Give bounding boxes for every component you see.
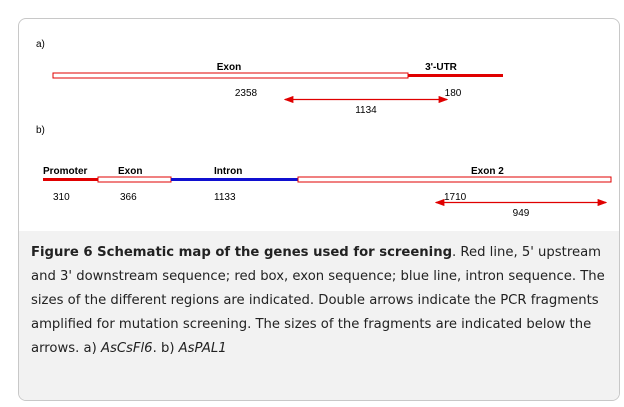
caption-text: . Red line, 5' upstream and 3' downstrea… — [31, 245, 605, 356]
size-label: 310 — [53, 192, 70, 203]
fragment-label: 1134 — [355, 105, 377, 116]
caption-text: . b) — [152, 341, 179, 356]
fragment-label: 949 — [513, 208, 530, 219]
figure: a) Exon 3'-UTR 2358 180 1134 b) Promoter… — [18, 18, 620, 401]
segment-label: Exon 2 — [471, 166, 504, 177]
gene-diagram: a) Exon 3'-UTR 2358 180 1134 b) Promoter… — [36, 39, 612, 219]
exon-box — [97, 176, 172, 183]
figure-caption: Figure 6 Schematic map of the genes used… — [19, 231, 619, 400]
segment-label: Promoter — [43, 166, 88, 177]
size-label: 180 — [445, 88, 462, 99]
size-label: 1710 — [444, 192, 467, 203]
segment-label: Exon — [217, 62, 241, 73]
gene-name: AsPAL1 — [178, 341, 227, 356]
segment-label: 3'-UTR — [425, 62, 458, 73]
segment-label: Intron — [214, 166, 242, 177]
size-label: 1133 — [214, 192, 236, 203]
size-label: 366 — [120, 192, 137, 203]
exon-box — [52, 72, 409, 79]
gene-name: AsCsFl6 — [100, 341, 153, 356]
size-label: 2358 — [235, 88, 258, 99]
caption-title: Figure 6 Schematic map of the genes used… — [31, 245, 453, 260]
segment-label: Exon — [118, 166, 142, 177]
exon-box — [297, 176, 612, 183]
panel-label: a) — [36, 39, 45, 50]
panel-label: b) — [36, 125, 45, 136]
